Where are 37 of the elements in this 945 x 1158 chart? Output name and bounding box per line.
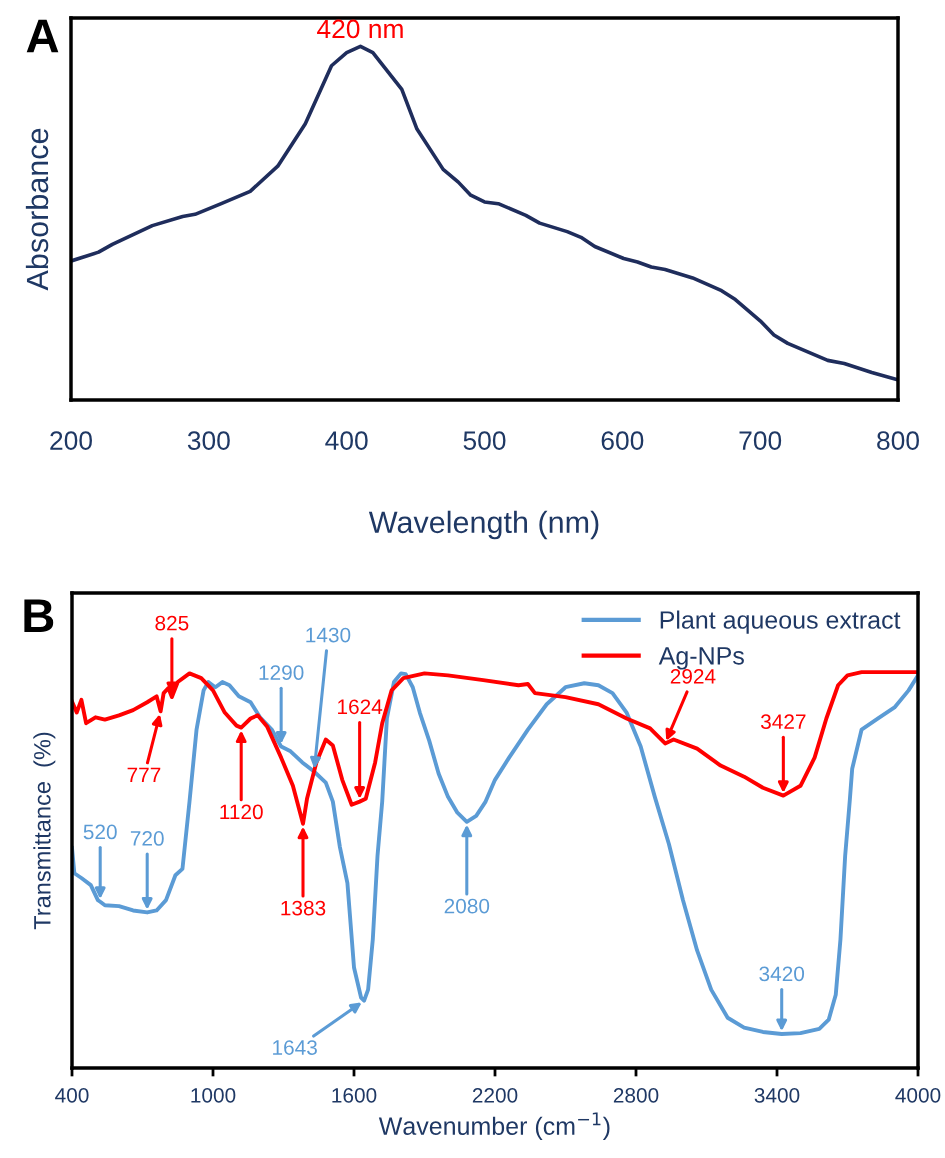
- x-axis-title: Wavelength (nm): [368, 510, 599, 540]
- annotation: 3420: [759, 966, 805, 982]
- annotation: 420 nm: [317, 19, 403, 39]
- chart-title: A: [26, 19, 59, 53]
- annotation: 3427: [760, 714, 806, 730]
- annotation: 2080: [444, 898, 490, 914]
- x-tick-label: 3400: [754, 1087, 800, 1103]
- x-tick-label: 2800: [613, 1087, 659, 1103]
- annotation: 1430: [306, 627, 351, 643]
- x-tick-label: 4000: [895, 1087, 941, 1103]
- annotation: 720: [130, 831, 164, 846]
- annotation: 1120: [220, 804, 263, 820]
- x-tick-label: 500: [463, 431, 506, 450]
- x-tick-label: 1600: [332, 1087, 377, 1103]
- x-tick-label: 400: [325, 431, 368, 450]
- chart-title: B: [24, 599, 54, 632]
- annotation: 1643: [273, 1040, 317, 1055]
- annotation: 1290: [259, 665, 304, 680]
- x-tick-label: 400: [55, 1087, 89, 1103]
- annotation: 777: [127, 767, 161, 783]
- legend-label: Ag-NPs: [658, 647, 744, 670]
- x-tick-label: 200: [50, 431, 92, 450]
- x-tick-label: 2200: [472, 1087, 518, 1103]
- x-tick-label: 800: [877, 431, 919, 450]
- x-axis-title: Wavenumber (cm$^{−1}$): [378, 1112, 610, 1140]
- annotation: 1624: [338, 699, 383, 715]
- annotation: 825: [155, 615, 189, 631]
- annotation: 1383: [281, 900, 326, 916]
- x-tick-label: 1000: [191, 1087, 236, 1103]
- annotation: 2924: [670, 668, 716, 684]
- legend-label: Plant aqueous extract: [660, 610, 901, 634]
- y-axis-title: Transmittance (%): [33, 732, 56, 930]
- y-axis-title: Absorbance: [25, 128, 49, 291]
- annotation: 520: [83, 824, 117, 840]
- x-tick-label: 700: [739, 431, 782, 450]
- x-tick-label: 300: [187, 431, 230, 450]
- x-tick-label: 600: [601, 431, 644, 450]
